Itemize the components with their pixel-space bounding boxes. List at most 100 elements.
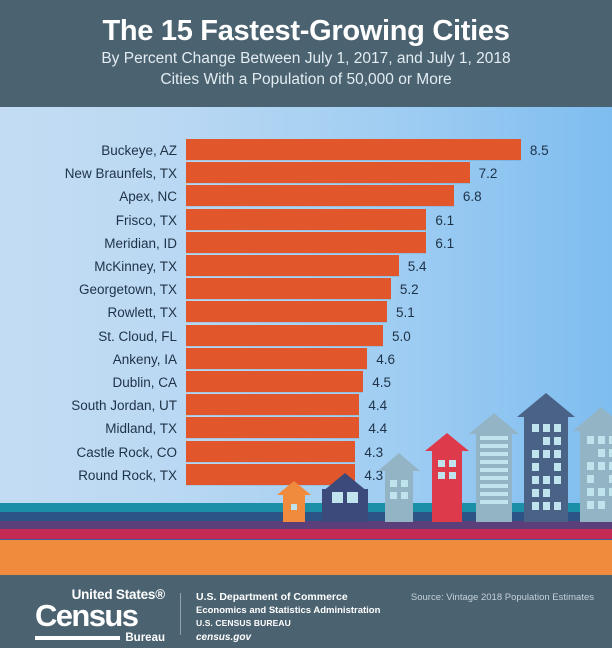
bar-category-label: Rowlett, TX: [107, 305, 177, 321]
building-window: [542, 502, 550, 510]
bar-chart-row: Apex, NC 6.8: [0, 185, 612, 208]
bar-value-label: 5.0: [392, 328, 411, 344]
building-arrow: [517, 390, 575, 522]
building-window: [531, 476, 539, 484]
bar-category-label: McKinney, TX: [94, 259, 177, 274]
building-window: [597, 462, 605, 470]
bar: [186, 139, 521, 160]
bar-category-label: Georgetown, TX: [78, 282, 177, 298]
building-window: [553, 463, 561, 471]
bar-fill: [186, 208, 427, 230]
bar-value-label: 4.3: [364, 467, 384, 483]
bar: [186, 371, 364, 392]
building-window: [401, 492, 408, 499]
bar-fill: [186, 417, 360, 439]
bar: [186, 347, 368, 369]
decorative-stripe: [0, 512, 612, 521]
building-window: [597, 488, 605, 496]
building-window: [586, 501, 594, 509]
building-window: [553, 476, 561, 484]
page-title: The 15 Fastest-Growing Cities: [102, 15, 510, 47]
logo-bureau: Bureau: [125, 632, 165, 644]
cityscape-illustration: [0, 393, 612, 575]
bar-category-label: Frisco, TX: [115, 212, 177, 228]
bar-fill: [186, 463, 356, 485]
building-roof: [573, 404, 612, 431]
bar-value-label: 7.2: [478, 166, 498, 182]
building-window: [332, 492, 343, 503]
bar-chart-row: Midland, TX 4.4: [0, 417, 612, 440]
building-window: [531, 463, 539, 471]
building-window: [586, 462, 594, 470]
building-window: [553, 450, 561, 458]
bar-chart-row: Buckeye, AZ 8.5: [0, 139, 612, 162]
building-arrow: [322, 470, 368, 522]
logo-census-wordmark: Census: [35, 598, 139, 633]
bar: [186, 255, 399, 276]
agency-administration: Economics and Statistics Administration: [196, 605, 381, 616]
bar-category-label: Meridian, ID: [104, 235, 177, 251]
building-window: [480, 500, 508, 504]
bar-chart-row: Georgetown, TX 5.2: [0, 278, 612, 301]
bar-value-label: 5.4: [407, 259, 427, 274]
bar: [186, 208, 427, 230]
bar-category-label: Round Rock, TX: [78, 467, 177, 483]
header-banner: The 15 Fastest-Growing Cities By Percent…: [0, 0, 612, 107]
bar-fill: [186, 162, 470, 184]
building-window: [608, 475, 612, 483]
bar: [186, 417, 360, 439]
building-window: [608, 488, 612, 496]
building-window: [531, 489, 539, 497]
bar: [186, 324, 383, 346]
building-arrow: [573, 404, 612, 522]
building-arrow: [378, 450, 420, 522]
agency-website[interactable]: census.gov: [196, 632, 252, 643]
bar-value-label: 5.1: [395, 305, 415, 321]
building-shaft: [322, 489, 368, 522]
building-window: [480, 436, 508, 440]
building-window: [480, 452, 508, 456]
bar-fill: [186, 255, 399, 276]
census-logo: United States® Census Bureau: [35, 587, 165, 644]
building-arrow: [469, 410, 519, 522]
bar-category-label: Buckeye, AZ: [101, 143, 177, 158]
building-window: [480, 444, 508, 448]
bar-category-label: Dublin, CA: [112, 375, 177, 390]
building-window: [480, 492, 508, 496]
building-window: [597, 436, 605, 444]
building-window: [597, 449, 605, 457]
source-note: Source: Vintage 2018 Population Estimate…: [410, 592, 594, 603]
bar-value-label: 4.5: [372, 375, 392, 390]
bar-value-label: 4.6: [376, 351, 396, 367]
building-window: [480, 484, 508, 488]
bar-value-label: 5.2: [399, 282, 419, 298]
bar-value-label: 6.8: [462, 189, 482, 205]
bar-fill: [186, 231, 427, 253]
bar-fill: [186, 301, 387, 323]
building-window: [531, 424, 539, 432]
bar-category-label: Midland, TX: [105, 421, 177, 437]
building-shaft: [580, 428, 612, 522]
building-roof: [517, 390, 575, 417]
bar-chart-row: McKinney, TX 5.4: [0, 255, 612, 278]
ground-band: [0, 540, 612, 575]
bar-fill: [186, 371, 364, 392]
building-window: [553, 502, 561, 510]
agency-bureau: U.S. CENSUS BUREAU: [196, 618, 291, 628]
bar: [186, 231, 427, 253]
building-window: [347, 492, 358, 503]
bar-chart-row: New Braunfels, TX 7.2: [0, 162, 612, 185]
building-window: [480, 476, 508, 480]
building-window: [438, 472, 445, 479]
building-window: [438, 460, 445, 467]
building-window: [586, 436, 594, 444]
building-roof: [277, 478, 311, 495]
bar-chart-row: St. Cloud, FL 5.0: [0, 324, 612, 348]
bar-category-label: St. Cloud, FL: [98, 328, 177, 344]
building-window: [390, 492, 397, 499]
building-roof: [425, 430, 469, 451]
header-subtitle-line1: By Percent Change Between July 1, 2017, …: [101, 50, 511, 67]
building-shaft: [432, 448, 462, 522]
bar-fill: [186, 278, 391, 300]
